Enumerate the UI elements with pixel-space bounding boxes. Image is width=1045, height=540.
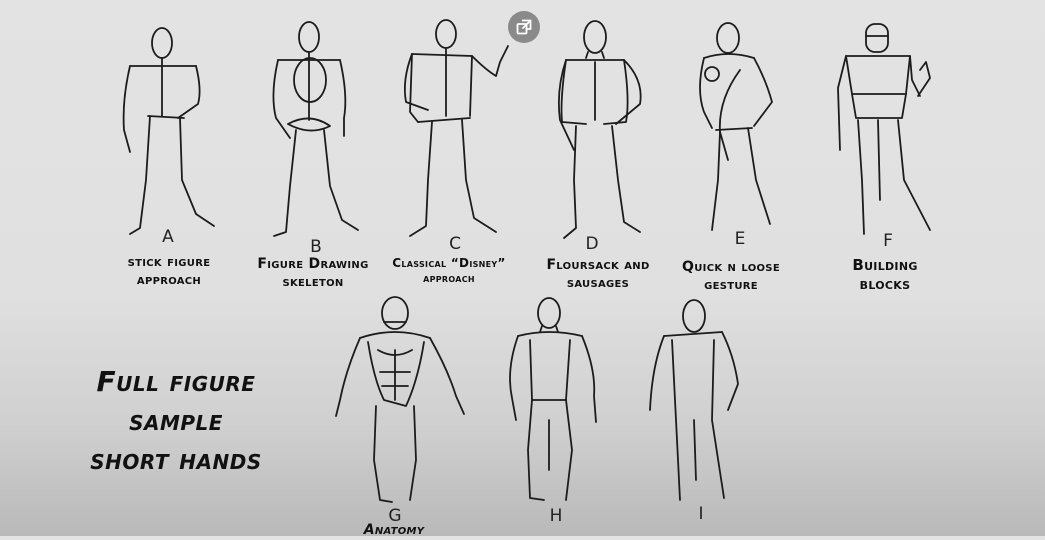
figure-h-letter: H <box>549 506 563 526</box>
figure-c-letter: C <box>449 234 461 254</box>
figure-g-sketch <box>335 296 465 503</box>
figure-b-sketch <box>272 21 359 237</box>
figure-e-letter: E <box>734 229 746 249</box>
figure-a-letter: A <box>162 227 174 247</box>
figure-a-caption: stick figure approach <box>127 254 211 288</box>
popout-button[interactable] <box>508 11 540 43</box>
figure-d-letter: D <box>585 234 599 254</box>
figure-e-sketch <box>699 22 773 231</box>
figure-d-sketch <box>557 20 642 239</box>
figure-g-letter: G <box>388 506 402 526</box>
figure-a-sketch <box>122 27 215 235</box>
figure-f-sketch <box>837 23 931 235</box>
figure-g-caption: Anatomy <box>363 522 425 538</box>
figure-c-caption: Classical “Disney” approach <box>392 256 506 285</box>
figure-h-sketch <box>509 297 597 501</box>
figure-e-caption: Quick n loose gesture <box>682 259 780 293</box>
figure-i-sketch <box>649 299 739 501</box>
popout-icon <box>516 19 532 35</box>
figure-b-letter: B <box>310 237 322 257</box>
figure-d-caption: Floursack and sausages <box>546 257 650 291</box>
sheet-title: Full figure sample short hands <box>90 365 262 476</box>
figure-b-caption: Figure Drawing skeleton <box>257 256 369 290</box>
figure-c-sketch <box>403 19 509 237</box>
figure-f-letter: F <box>883 231 893 251</box>
figure-f-caption: Building blocks <box>852 256 918 293</box>
figure-i-letter: I <box>698 504 704 524</box>
